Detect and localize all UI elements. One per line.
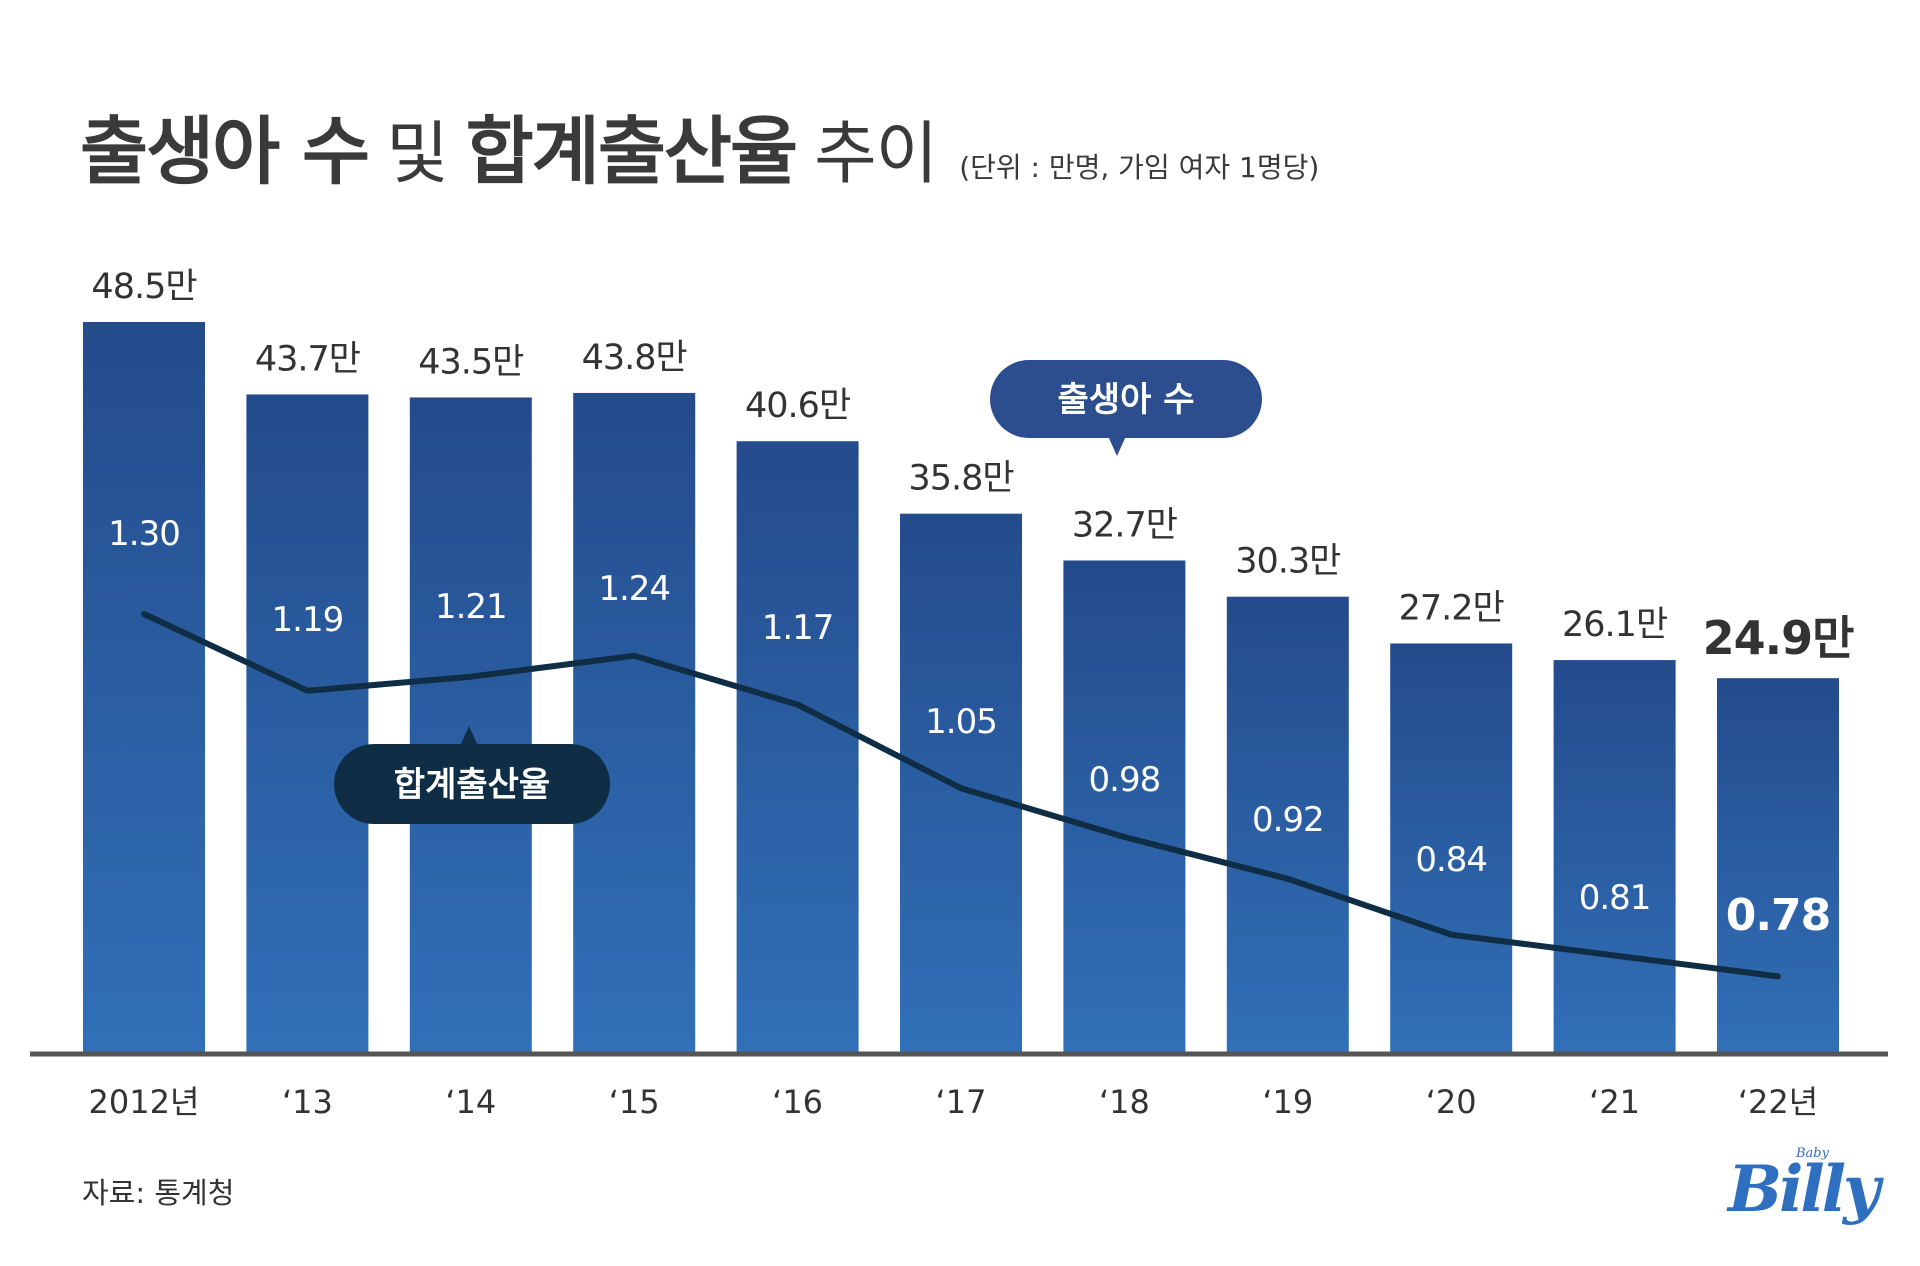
bar-value-label-1: 43.7만 [255,339,360,379]
bar-value-label-2: 43.5만 [418,342,523,382]
bar-births-7 [1226,596,1349,1054]
title-unit: (단위 : 만명, 가임 여자 1명당) [959,151,1320,184]
bar-value-label-4: 40.6만 [745,386,850,426]
callout-rate-label: 합계출산율 [394,765,550,805]
bar-value-label-9: 26.1만 [1562,605,1667,645]
x-tick-label-8: ‘20 [1426,1083,1477,1121]
title-trend: 추이 [814,115,938,194]
rate-value-label-10: 0.78 [1726,890,1831,941]
bar-births-9 [1553,660,1676,1054]
bar-value-label-6: 32.7만 [1072,505,1177,545]
title-fertility-rate: 합계출산율 [465,109,798,195]
callout-rate-bubble [334,744,610,824]
x-tick-label-0: 2012년 [89,1083,200,1121]
bar-births-3 [573,392,696,1054]
callout-rate-pointer [460,726,478,746]
x-tick-label-7: ‘19 [1262,1083,1313,1121]
callout-births-label: 출생아 수 [1058,380,1195,420]
title-births: 출생아 수 [80,109,370,195]
bar-value-label-8: 27.2만 [1399,588,1504,628]
callout-rate: 합계출산율 [334,726,610,824]
source-note: 자료: 통계청 [82,1176,235,1210]
rate-value-label-6: 0.98 [1089,760,1161,800]
logo-baby: Baby [1796,1146,1829,1161]
bar-value-label-3: 43.8만 [582,338,687,378]
x-tick-label-10: ‘22년 [1738,1083,1818,1121]
rate-value-label-1: 1.19 [272,600,344,640]
bar-births-4 [736,441,859,1054]
bar-births-2 [409,397,532,1054]
rate-value-label-0: 1.30 [108,514,180,554]
bar-births-5 [900,513,1022,1054]
x-tick-label-4: ‘16 [772,1083,823,1121]
rate-value-label-2: 1.21 [435,587,507,627]
bar-value-label-0: 48.5만 [91,267,196,307]
bar-value-label-5: 35.8만 [908,459,1013,499]
x-tick-label-5: ‘17 [936,1083,987,1121]
bar-births-10 [1717,678,1839,1054]
x-tick-label-2: ‘14 [445,1083,496,1121]
bar-births-6 [1063,560,1186,1054]
rate-value-label-3: 1.24 [598,569,670,609]
billy-logo: Baby Billy [1728,1142,1880,1252]
x-tick-label-9: ‘21 [1589,1083,1640,1121]
bar-births-8 [1390,643,1513,1054]
callout-births-pointer [1108,436,1126,456]
x-tick-label-3: ‘15 [609,1083,660,1121]
rate-value-label-9: 0.81 [1579,878,1651,918]
logo-billy: Billy [1728,1152,1880,1227]
rate-value-label-7: 0.92 [1252,800,1324,840]
fertility-rate-line [141,611,1781,980]
rate-value-label-5: 1.05 [925,702,997,742]
x-tick-label-1: ‘13 [282,1083,333,1121]
x-tick-label-6: ‘18 [1099,1083,1150,1121]
rate-value-label-8: 0.84 [1415,840,1487,880]
bar-births-1 [246,394,369,1054]
bar-value-label-7: 30.3만 [1235,542,1340,582]
callout-births-bubble [990,360,1262,438]
bar-births-0 [83,322,205,1054]
title-and: 및 [386,115,449,194]
bar-value-label-10: 24.9만 [1703,611,1854,665]
callout-births: 출생아 수 [990,360,1262,456]
chart-title: 출생아 수 및 합계출산율 추이 (단위 : 만명, 가임 여자 1명당) [80,92,1319,199]
rate-value-label-4: 1.17 [762,608,834,648]
